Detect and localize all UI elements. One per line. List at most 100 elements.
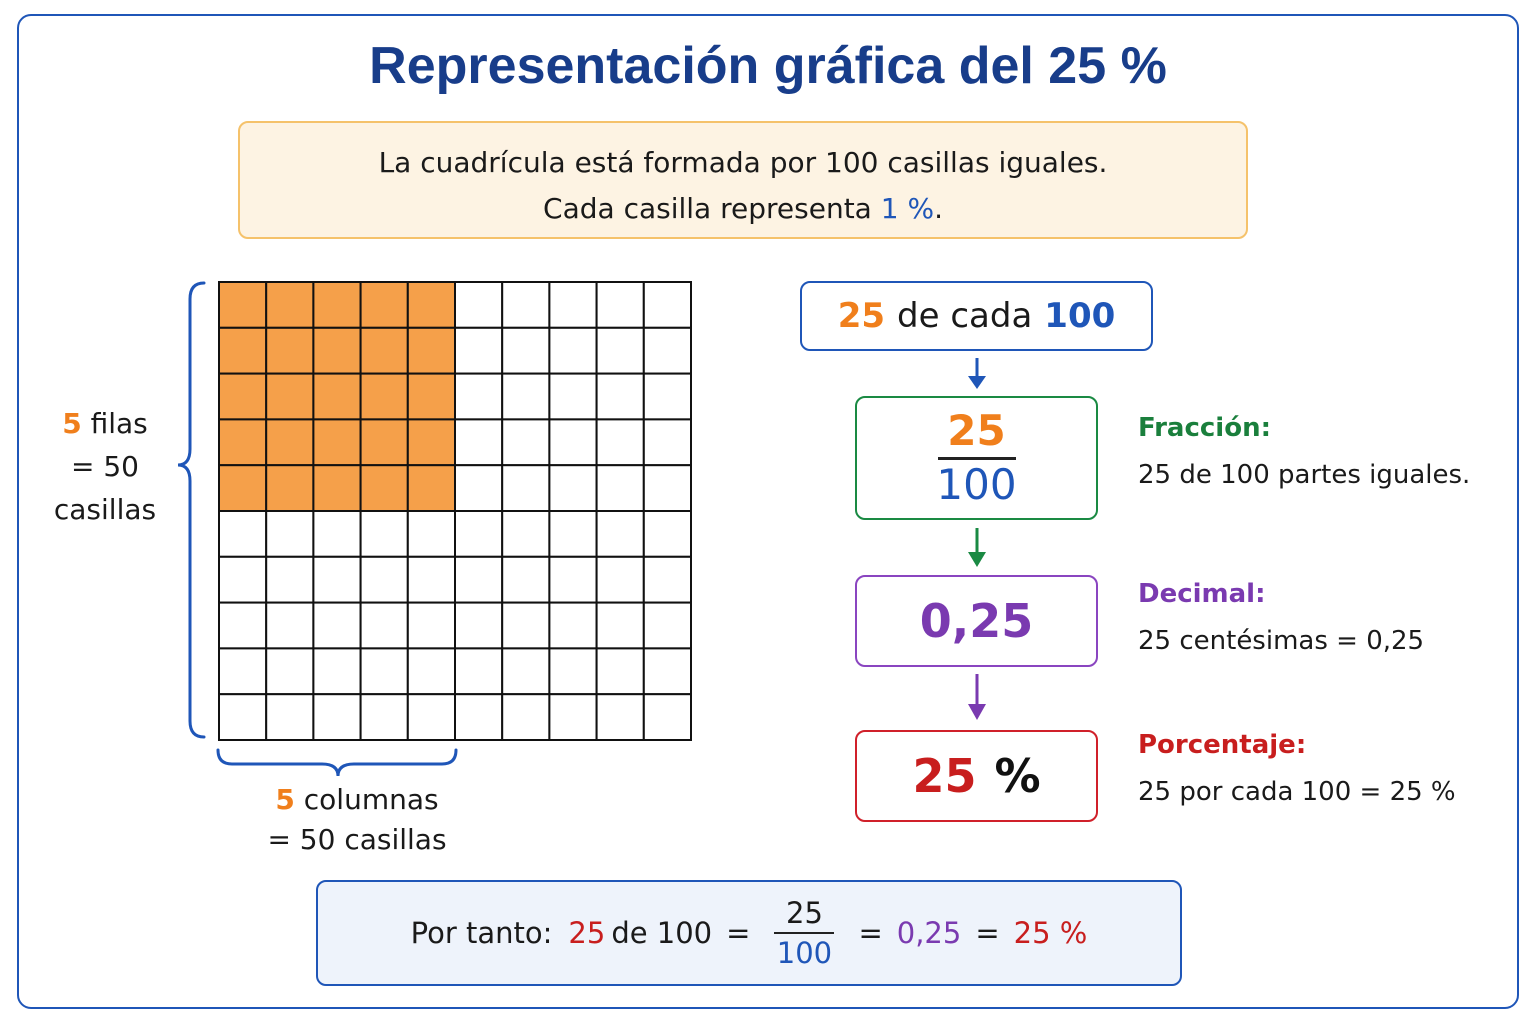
- grid-cell: [406, 647, 457, 696]
- cols-brace: [216, 748, 458, 777]
- grid-cell: [218, 601, 268, 650]
- grid-cell: [548, 693, 598, 741]
- percent-box: 25 %: [855, 730, 1098, 822]
- summary-fraction-numerator: 25: [786, 896, 823, 930]
- grid-cell: [218, 510, 268, 558]
- grid-cell: [595, 372, 645, 421]
- grid-cell: [595, 326, 645, 375]
- grid-cell-shaded: [218, 418, 268, 467]
- grid-cell: [595, 464, 645, 512]
- grid-cell: [595, 601, 645, 650]
- grid-cell: [359, 601, 409, 650]
- grid-cell-shaded: [265, 464, 315, 512]
- grid-cell: [642, 326, 692, 375]
- grid-cell: [501, 555, 551, 604]
- decimal-value: 0,25: [919, 594, 1034, 648]
- page-title: Representación gráfica del 25 %: [369, 37, 1167, 95]
- grid-cell: [642, 555, 692, 604]
- grid-cell-shaded: [406, 372, 457, 421]
- arrow-down-icon: [968, 674, 986, 720]
- grid-cell-shaded: [406, 326, 457, 375]
- grid-cell-shaded: [406, 281, 457, 329]
- grid-cell: [548, 510, 598, 558]
- grid-cell: [548, 555, 598, 604]
- grid-cell: [454, 647, 504, 696]
- grid-cell: [642, 464, 692, 512]
- grid-cell: [501, 372, 551, 421]
- grid-cell: [454, 601, 504, 650]
- grid-cell: [406, 693, 457, 741]
- grid-cell-shaded: [312, 281, 362, 329]
- decimal-box: 0,25: [855, 575, 1098, 667]
- grid-cell: [548, 464, 598, 512]
- percent-number: 25: [912, 749, 977, 803]
- grid-cell: [454, 372, 504, 421]
- grid-cell: [548, 372, 598, 421]
- grid-cell-shaded: [359, 372, 409, 421]
- fraction-heading: Fracción:: [1138, 413, 1271, 443]
- grid-cell-shaded: [312, 372, 362, 421]
- grid-cell: [265, 510, 315, 558]
- summary-equals-2: =: [858, 916, 883, 950]
- grid-cell: [265, 693, 315, 741]
- grid-cell: [454, 510, 504, 558]
- grid-cell-shaded: [359, 418, 409, 467]
- cols-label-line-2: = 50 casillas: [267, 823, 447, 856]
- grid-cell: [406, 601, 457, 650]
- grid-cell: [501, 464, 551, 512]
- grid-cell-shaded: [218, 464, 268, 512]
- grid-cell: [642, 647, 692, 696]
- decimal-explanation: 25 centésimas = 0,25: [1138, 626, 1425, 656]
- grid-cell: [642, 693, 692, 741]
- grid-cell: [501, 326, 551, 375]
- summary-equals-1: =: [726, 916, 751, 950]
- grid-cell: [454, 418, 504, 467]
- summary-fraction-denominator: 100: [776, 936, 833, 970]
- grid-cell: [548, 281, 598, 329]
- grid-cell: [595, 647, 645, 696]
- grid-cell: [359, 693, 409, 741]
- summary-fraction: 25 100: [774, 896, 835, 970]
- grid-cell-shaded: [218, 281, 268, 329]
- grid-cell: [454, 281, 504, 329]
- intro-line-2: Cada casilla representa 1 %.: [240, 186, 1246, 232]
- grid-cell: [218, 555, 268, 604]
- summary-part: 25: [568, 916, 606, 950]
- grid-cell: [642, 418, 692, 467]
- grid-cell: [595, 281, 645, 329]
- summary-percent: 25 %: [1013, 916, 1088, 950]
- rows-word: filas: [90, 407, 148, 440]
- intro-line-1: La cuadrícula está formada por 100 casil…: [378, 146, 1108, 179]
- grid-cell: [548, 326, 598, 375]
- summary-box: Por tanto: 25 de 100 = 25 100 = 0,25 = 2…: [316, 880, 1182, 986]
- grid-cell: [642, 281, 692, 329]
- grid-cell: [359, 510, 409, 558]
- grid-cell: [501, 281, 551, 329]
- grid-cell: [454, 693, 504, 741]
- summary-decimal: 0,25: [896, 916, 962, 950]
- grid-cell-shaded: [359, 326, 409, 375]
- grid-cell-shaded: [265, 418, 315, 467]
- cols-label-line-1: 5 columnas: [230, 780, 484, 820]
- ratio-part: 25: [837, 296, 886, 336]
- fraction-numerator: 25: [947, 405, 1006, 455]
- hundred-grid: [218, 281, 692, 741]
- summary-label: Por tanto:: [410, 916, 553, 950]
- ratio-connector: de cada: [897, 296, 1033, 336]
- grid-cell: [265, 601, 315, 650]
- fraction-denominator: 100: [936, 459, 1017, 509]
- grid-cell: [501, 647, 551, 696]
- intro-line-2-post: .: [934, 192, 943, 225]
- grid-cell-shaded: [265, 281, 315, 329]
- grid-cell-shaded: [218, 326, 268, 375]
- grid-cell: [265, 555, 315, 604]
- grid-cell: [595, 693, 645, 741]
- decimal-heading: Decimal:: [1138, 579, 1266, 609]
- grid-cell: [359, 647, 409, 696]
- grid-cell: [595, 418, 645, 467]
- summary-equals-3: =: [975, 916, 1000, 950]
- cols-word: columnas: [303, 783, 439, 816]
- rows-label-line-2: = 50: [71, 450, 139, 483]
- grid-cell: [359, 555, 409, 604]
- grid-cell-shaded: [218, 372, 268, 421]
